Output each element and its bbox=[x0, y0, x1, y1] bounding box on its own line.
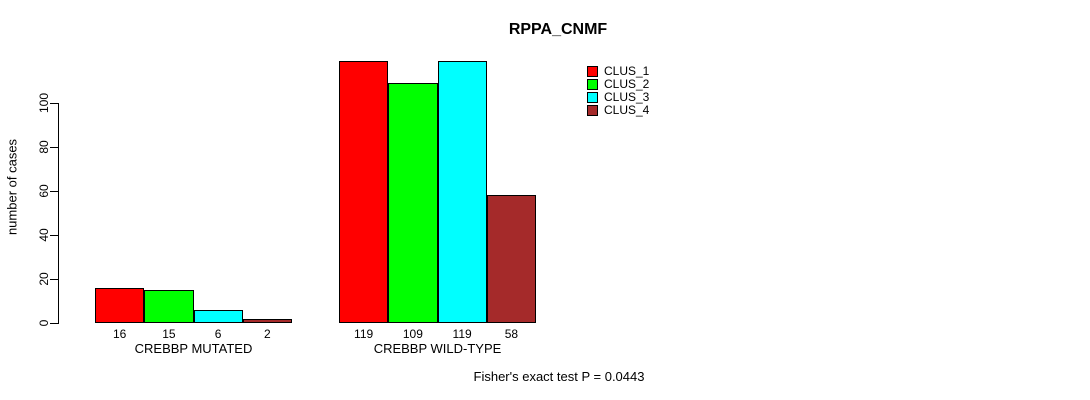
y-tick bbox=[50, 103, 58, 104]
legend-swatch bbox=[587, 66, 598, 77]
annotation-text: Fisher's exact test P = 0.0443 bbox=[473, 369, 645, 384]
y-axis-title: number of cases bbox=[4, 138, 20, 236]
y-tick bbox=[50, 235, 58, 236]
legend-swatch bbox=[587, 79, 598, 90]
bar-clus_4-group1 bbox=[242, 318, 292, 323]
bar-value-label: 58 bbox=[504, 327, 519, 341]
x-category-label: CREBBP WILD-TYPE bbox=[373, 341, 502, 356]
y-tick bbox=[50, 279, 58, 280]
legend-swatch bbox=[587, 92, 598, 103]
legend-swatch bbox=[587, 105, 598, 116]
bar-value-label: 119 bbox=[354, 327, 374, 341]
bar-value-label: 109 bbox=[402, 327, 423, 341]
bar-value-label: 119 bbox=[452, 327, 472, 341]
y-tick bbox=[50, 323, 58, 324]
bar-clus_2-group2 bbox=[388, 83, 438, 323]
bar-clus_4-group2 bbox=[486, 195, 536, 323]
y-tick-label: 20 bbox=[37, 272, 51, 286]
y-tick-label: 40 bbox=[37, 228, 51, 242]
legend-label: CLUS_1 bbox=[604, 64, 650, 78]
bar-value-label: 15 bbox=[162, 327, 176, 341]
chart-title: RPPA_CNMF bbox=[508, 21, 608, 38]
bar-clus_1-group2 bbox=[339, 61, 389, 323]
bar-clus_2-group1 bbox=[144, 290, 194, 323]
legend-label: CLUS_3 bbox=[604, 90, 650, 104]
bar-clus_3-group1 bbox=[193, 309, 243, 323]
bar-value-label: 16 bbox=[112, 327, 127, 341]
bar-value-label: 6 bbox=[214, 327, 222, 341]
y-tick bbox=[50, 147, 58, 148]
legend-label: CLUS_4 bbox=[604, 103, 650, 117]
y-tick-label: 60 bbox=[37, 184, 51, 198]
bar-clus_1-group1 bbox=[95, 287, 145, 323]
y-axis-line bbox=[58, 103, 59, 324]
y-tick-label: 100 bbox=[37, 92, 51, 114]
legend-label: CLUS_2 bbox=[604, 77, 650, 91]
bar-value-label: 2 bbox=[264, 327, 271, 341]
y-tick-label: 0 bbox=[37, 319, 51, 327]
x-category-label: CREBBP MUTATED bbox=[134, 341, 253, 356]
bar-clus_3-group2 bbox=[437, 61, 487, 323]
y-tick-label: 80 bbox=[37, 140, 51, 154]
y-tick bbox=[50, 191, 58, 192]
